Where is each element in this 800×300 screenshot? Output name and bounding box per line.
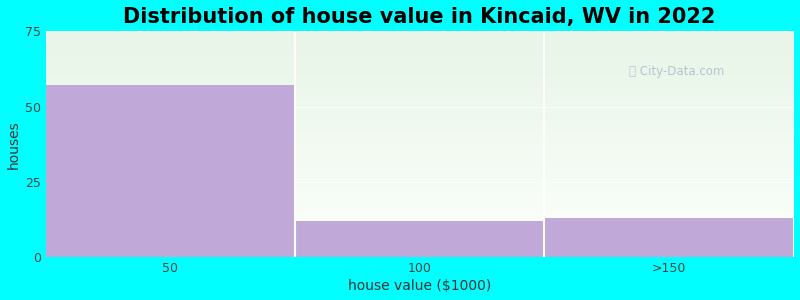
Title: Distribution of house value in Kincaid, WV in 2022: Distribution of house value in Kincaid, … [123, 7, 716, 27]
Bar [544, 218, 793, 257]
Bar [46, 85, 295, 257]
Y-axis label: houses: houses [7, 120, 21, 169]
Text: ⓘ City-Data.com: ⓘ City-Data.com [629, 65, 724, 78]
Bar [295, 221, 544, 257]
X-axis label: house value ($1000): house value ($1000) [348, 279, 491, 293]
